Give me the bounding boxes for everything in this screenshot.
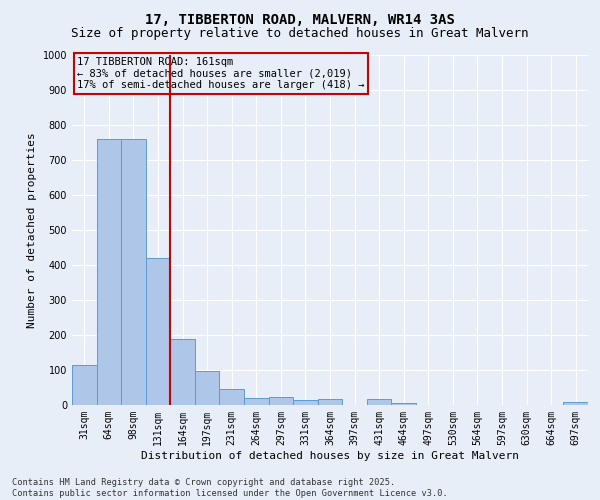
- Bar: [293, 400, 318, 405]
- Bar: [220, 388, 244, 405]
- Bar: [244, 398, 269, 405]
- Bar: [97, 139, 121, 405]
- Bar: [563, 402, 588, 405]
- Bar: [195, 371, 220, 405]
- Y-axis label: Number of detached properties: Number of detached properties: [27, 132, 37, 328]
- X-axis label: Distribution of detached houses by size in Great Malvern: Distribution of detached houses by size …: [141, 450, 519, 460]
- Bar: [121, 139, 146, 405]
- Bar: [170, 339, 195, 405]
- Bar: [146, 258, 170, 405]
- Bar: [269, 398, 293, 405]
- Bar: [391, 403, 416, 405]
- Text: 17, TIBBERTON ROAD, MALVERN, WR14 3AS: 17, TIBBERTON ROAD, MALVERN, WR14 3AS: [145, 12, 455, 26]
- Bar: [72, 365, 97, 405]
- Text: 17 TIBBERTON ROAD: 161sqm
← 83% of detached houses are smaller (2,019)
17% of se: 17 TIBBERTON ROAD: 161sqm ← 83% of detac…: [77, 57, 365, 90]
- Bar: [367, 398, 391, 405]
- Bar: [318, 398, 342, 405]
- Text: Size of property relative to detached houses in Great Malvern: Size of property relative to detached ho…: [71, 28, 529, 40]
- Text: Contains HM Land Registry data © Crown copyright and database right 2025.
Contai: Contains HM Land Registry data © Crown c…: [12, 478, 448, 498]
